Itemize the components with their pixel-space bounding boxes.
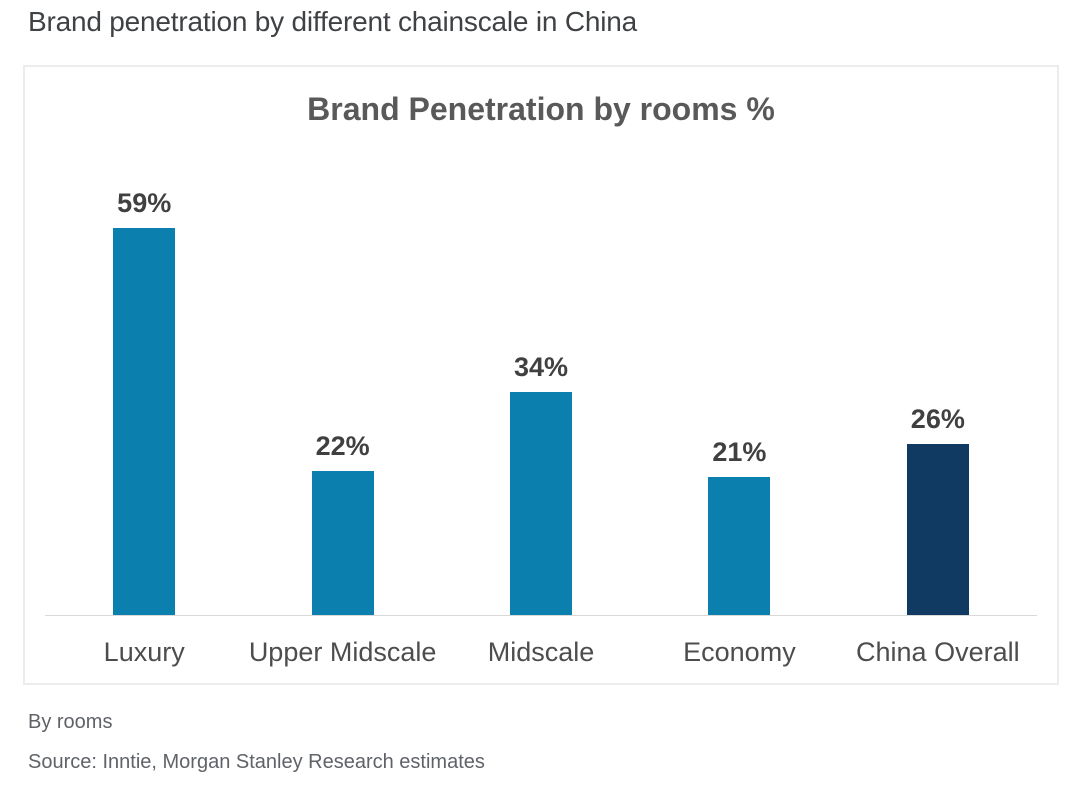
bar-value-label: 26% xyxy=(910,404,965,435)
x-axis-labels: Luxury Upper Midscale Midscale Economy China… xyxy=(45,637,1037,668)
bar-value-label: 21% xyxy=(712,437,767,468)
bar-column: 21% xyxy=(640,187,838,615)
plot-area: 59% 22% 34% 21% 26% xyxy=(45,187,1037,615)
x-axis-label: Economy xyxy=(683,637,796,667)
bar xyxy=(311,470,374,615)
bar-column: 26% xyxy=(839,187,1037,615)
bar xyxy=(510,391,573,615)
bar xyxy=(708,477,771,615)
bar-value-label: 34% xyxy=(513,351,569,382)
bar-value-label: 59% xyxy=(117,187,172,218)
bar-column: 22% xyxy=(243,187,441,615)
chart-panel: Brand Penetration by rooms % 59% 22% 34% 21… xyxy=(23,65,1059,685)
x-axis-label: Upper Midscale xyxy=(248,637,437,667)
page-title: Brand penetration by different chainscal… xyxy=(28,6,637,37)
chart-title: Brand Penetration by rooms % xyxy=(307,91,775,127)
bar xyxy=(906,444,969,615)
bar-column: 34% xyxy=(442,187,640,615)
x-axis-label: China Overall xyxy=(856,637,1020,667)
footer-source: Source: Inntie, Morgan Stanley Research … xyxy=(28,751,485,773)
footer-note: By rooms xyxy=(28,711,113,733)
x-axis-label: Midscale xyxy=(487,637,595,667)
bar xyxy=(113,227,176,615)
bar-value-label: 22% xyxy=(315,430,370,461)
bar-column: 59% xyxy=(45,187,243,615)
x-axis-line xyxy=(45,615,1037,616)
x-axis-label: Luxury xyxy=(103,637,185,667)
